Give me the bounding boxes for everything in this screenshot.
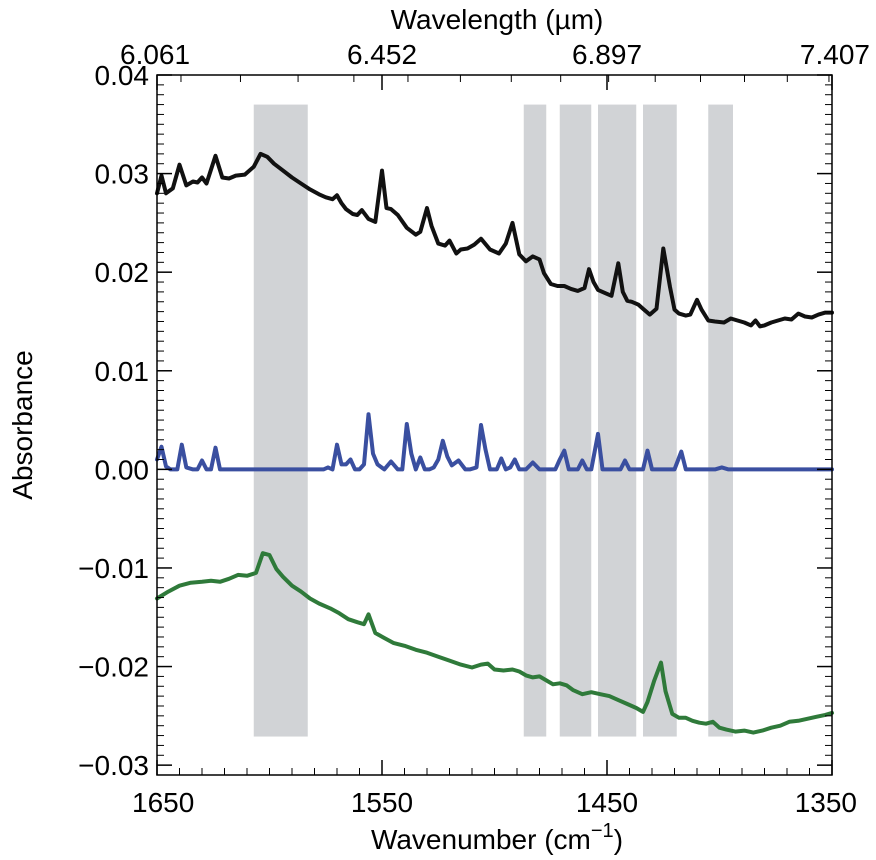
- shaded-band-4: [598, 104, 637, 737]
- series-line-2: [155, 412, 834, 472]
- shaded-band-1: [253, 104, 308, 737]
- y-tick-label-3: 0.02: [95, 257, 150, 288]
- y-tick-label-5: 0.00: [95, 454, 150, 485]
- y-axis-title: Absorbance: [7, 350, 38, 499]
- x-tick-label-4: 1350: [795, 787, 857, 818]
- y-tick-label-6: −0.01: [78, 553, 149, 584]
- x-axis-title-main: Wavenumber (cm: [371, 824, 591, 855]
- axes: [156, 74, 833, 776]
- x-tick-label-3: 1450: [576, 787, 638, 818]
- series-lines: [155, 151, 834, 735]
- series-line-1: [155, 151, 834, 329]
- y-tick-label-7: −0.02: [78, 652, 149, 683]
- tick-labels: 0.04 0.03 0.02 0.01 0.00 −0.01 −0.02 −0.03 1650 1…: [78, 39, 870, 818]
- y-tick-label-8: −0.03: [78, 750, 149, 781]
- shaded-band-2: [523, 104, 547, 737]
- x2-tick-label-1: 6.061: [120, 39, 190, 70]
- y-tick-label-2: 0.03: [95, 159, 150, 190]
- x2-tick-label-3: 6.897: [572, 39, 642, 70]
- shaded-band-5: [643, 104, 677, 737]
- x-axis-title: Wavenumber (cm−1): [371, 820, 623, 855]
- x2-tick-label-4: 7.407: [800, 39, 870, 70]
- x-axis-title-superscript: −1: [591, 820, 614, 842]
- x-tick-label-1: 1650: [132, 787, 194, 818]
- x2-tick-label-2: 6.452: [347, 39, 417, 70]
- top-axis-title: Wavelength (µm): [391, 4, 604, 35]
- series-line-3: [155, 551, 834, 735]
- y-tick-label-4: 0.01: [95, 356, 150, 387]
- shaded-band-3: [559, 104, 592, 737]
- shaded-bands: [253, 104, 733, 737]
- x-axis-title-close: ): [614, 824, 623, 855]
- shaded-band-6: [708, 104, 733, 737]
- y-tick-label-1: 0.04: [95, 60, 150, 91]
- x-tick-label-2: 1550: [351, 787, 413, 818]
